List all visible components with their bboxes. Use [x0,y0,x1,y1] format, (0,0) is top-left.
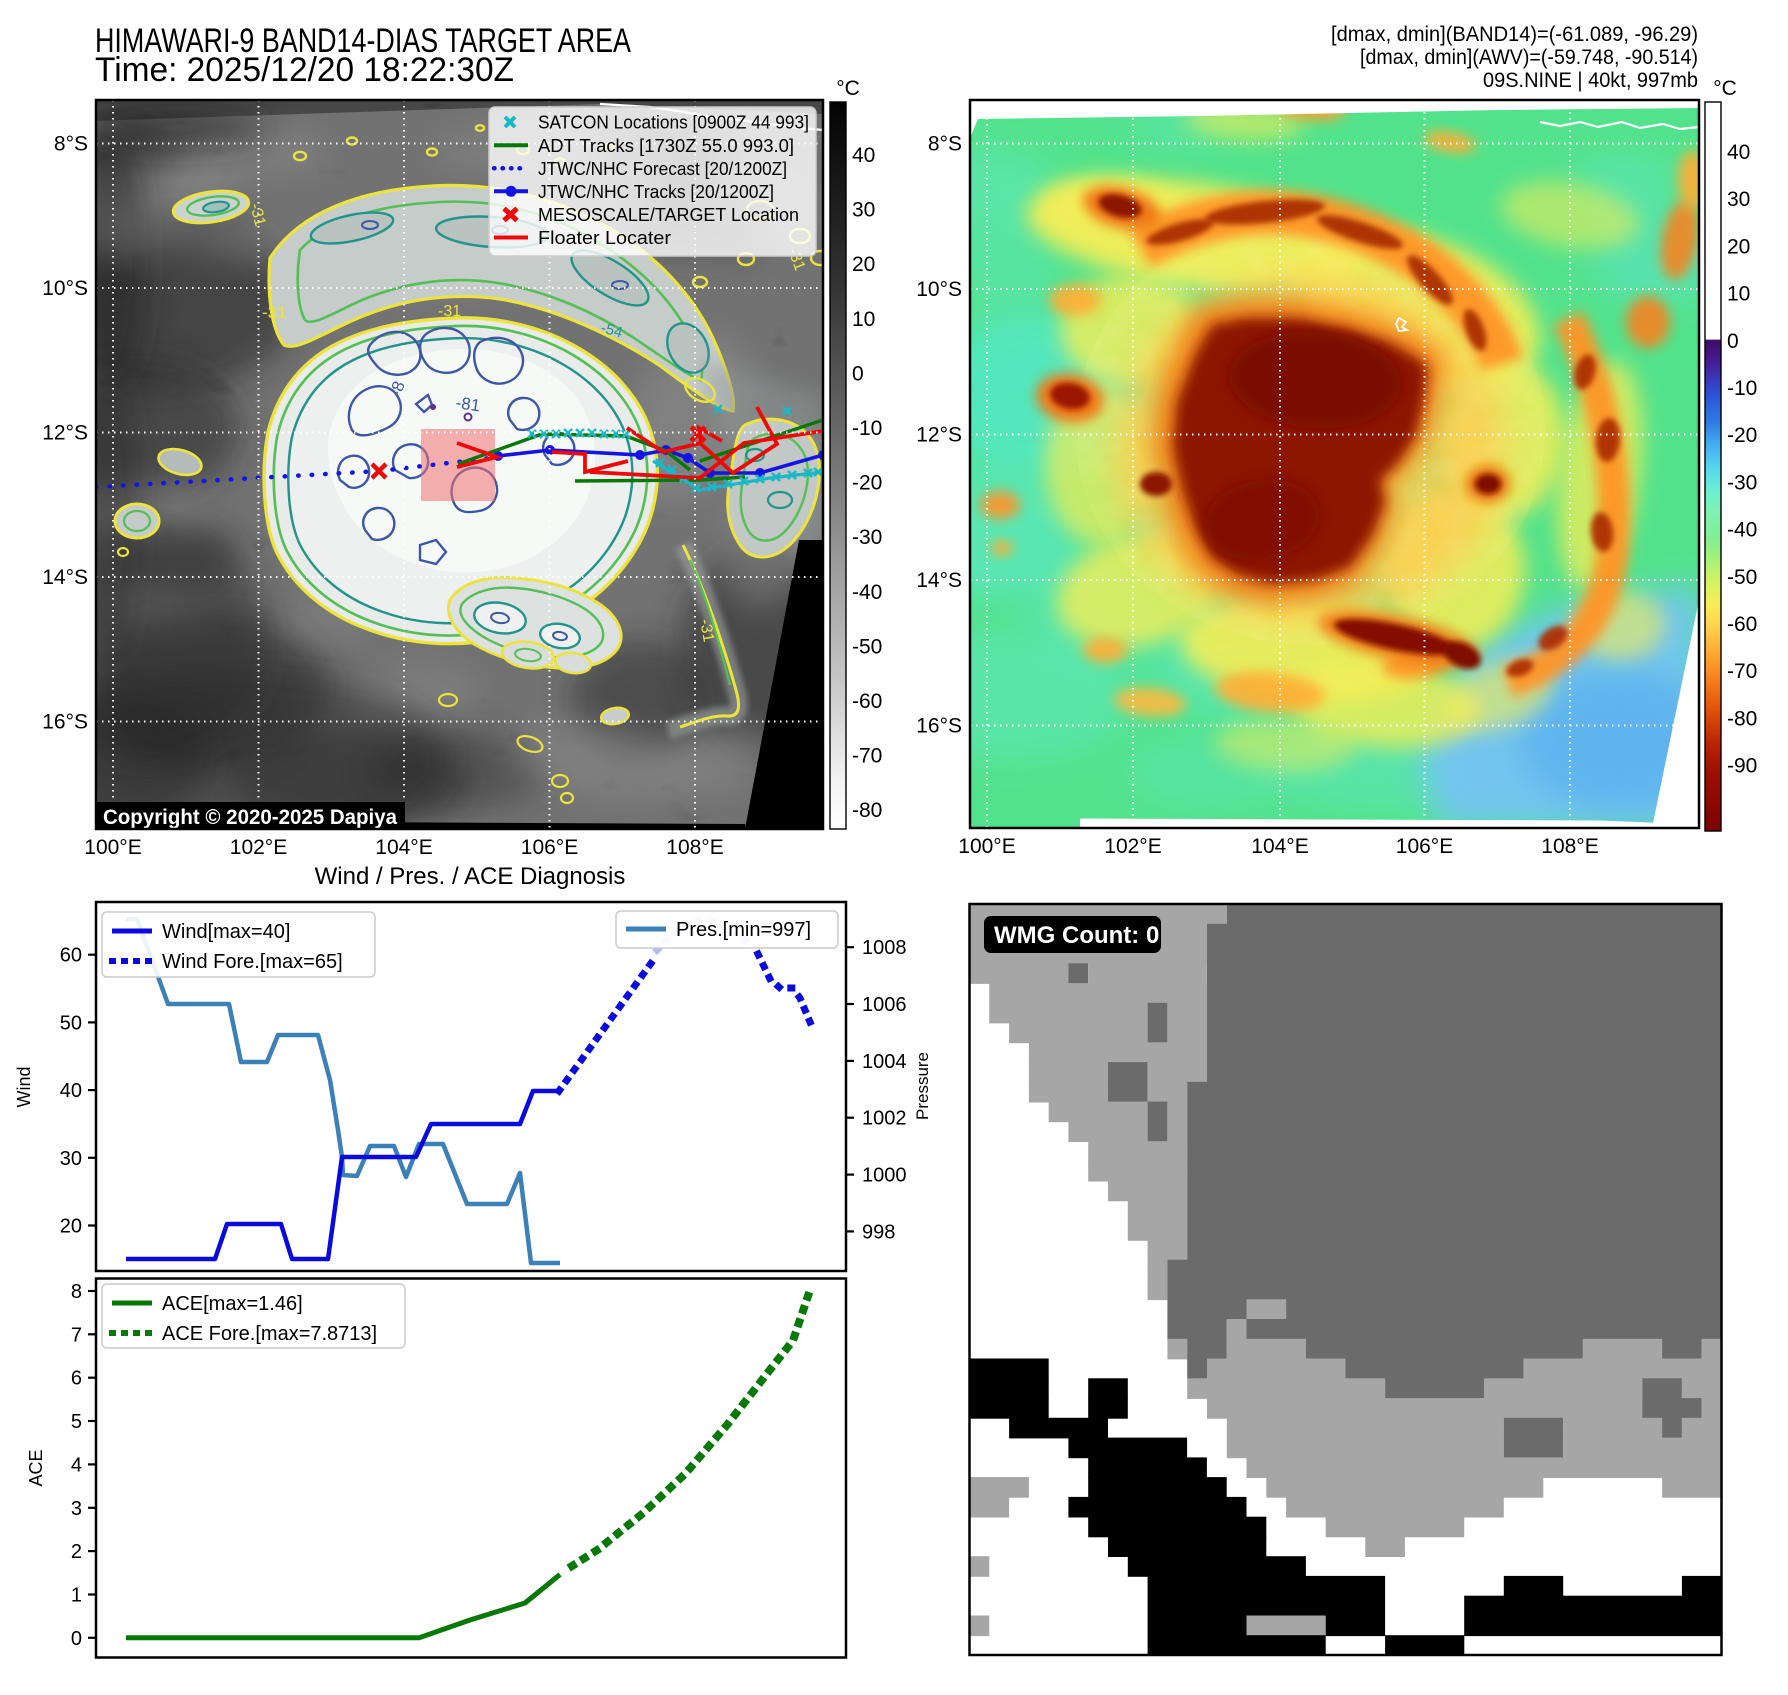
svg-text:ADT Tracks [1730Z 55.0 993.0]: ADT Tracks [1730Z 55.0 993.0] [538,136,794,156]
svg-text:30: 30 [60,1148,82,1170]
svg-text:30: 30 [852,199,875,222]
svg-text:Wind / Pres. / ACE Diagnosis: Wind / Pres. / ACE Diagnosis [315,863,626,890]
svg-text:1006: 1006 [862,994,907,1016]
svg-text:-90: -90 [1727,755,1757,778]
svg-text:102°E: 102°E [230,836,287,859]
svg-text:20: 20 [60,1216,82,1238]
svg-text:Wind[max=40]: Wind[max=40] [162,921,290,943]
svg-text:0: 0 [71,1628,82,1650]
svg-text:09S.NINE | 40kt, 997mb: 09S.NINE | 40kt, 997mb [1483,69,1698,92]
svg-text:8°S: 8°S [54,133,88,156]
svg-text:-31: -31 [262,303,287,322]
svg-text:°C: °C [1713,77,1737,100]
svg-text:1008: 1008 [862,937,907,959]
svg-text:40: 40 [1727,141,1750,164]
svg-text:50: 50 [60,1012,82,1034]
svg-text:1004: 1004 [862,1051,907,1073]
svg-text:30: 30 [1727,188,1750,211]
svg-text:-70: -70 [852,745,882,768]
svg-text:-60: -60 [852,690,882,713]
svg-text:108°E: 108°E [1541,835,1598,858]
svg-text:ACE[max=1.46]: ACE[max=1.46] [162,1293,303,1315]
svg-text:1: 1 [71,1585,82,1607]
svg-text:108°E: 108°E [666,836,723,859]
svg-text:-50: -50 [1727,566,1757,589]
svg-text:104°E: 104°E [1251,835,1308,858]
svg-text:100°E: 100°E [958,835,1015,858]
svg-text:-10: -10 [1727,377,1757,400]
svg-text:-20: -20 [852,472,882,495]
svg-text:-70: -70 [1727,660,1757,683]
svg-text:100°E: 100°E [84,836,141,859]
svg-text:10°S: 10°S [916,278,962,301]
svg-text:3: 3 [71,1498,82,1520]
svg-text:10°S: 10°S [42,277,88,300]
svg-text:12°S: 12°S [916,424,962,447]
svg-text:2: 2 [71,1541,82,1563]
svg-text:-31: -31 [696,618,717,644]
svg-text:ACE Fore.[max=7.8713]: ACE Fore.[max=7.8713] [162,1323,377,1345]
svg-text:1002: 1002 [862,1108,907,1130]
svg-text:MESOSCALE/TARGET Location: MESOSCALE/TARGET Location [538,205,799,225]
svg-text:Wind: Wind [14,1066,34,1107]
svg-text:-31: -31 [438,303,461,320]
svg-text:-80: -80 [1727,707,1757,730]
svg-text:-10: -10 [852,417,882,440]
svg-text:14°S: 14°S [916,569,962,592]
svg-text:5: 5 [71,1411,82,1433]
svg-text:-30: -30 [1727,471,1757,494]
svg-text:-50: -50 [852,635,882,658]
svg-text:16°S: 16°S [42,711,88,734]
svg-text:20: 20 [1727,235,1750,258]
svg-text:ACE: ACE [26,1449,46,1486]
svg-text:106°E: 106°E [1396,835,1453,858]
svg-text:106°E: 106°E [521,836,578,859]
svg-text:JTWC/NHC Tracks [20/1200Z]: JTWC/NHC Tracks [20/1200Z] [538,182,774,202]
svg-text:60: 60 [60,945,82,967]
svg-text:[dmax, dmin](AWV)=(-59.748, -9: [dmax, dmin](AWV)=(-59.748, -90.514) [1360,46,1698,69]
svg-text:-31: -31 [246,202,268,229]
svg-text:Pressure: Pressure [913,1052,932,1120]
svg-text:6: 6 [71,1368,82,1390]
svg-text:4: 4 [71,1454,82,1476]
svg-text:998: 998 [862,1221,895,1243]
svg-text:Time: 2025/12/20 18:22:30Z: Time: 2025/12/20 18:22:30Z [95,51,514,89]
svg-text:-40: -40 [852,581,882,604]
svg-text:8: 8 [71,1281,82,1303]
svg-text:HIMAWARI-9 BAND14-DIAS TARGET: HIMAWARI-9 BAND14-DIAS TARGET AREA [95,22,631,60]
svg-text:104°E: 104°E [375,836,432,859]
svg-text:-30: -30 [852,526,882,549]
svg-text:WMG Count: 0: WMG Count: 0 [994,922,1159,949]
svg-text:40: 40 [852,144,875,167]
svg-text:SATCON Locations [0900Z 44 993: SATCON Locations [0900Z 44 993] [538,113,809,133]
svg-text:14°S: 14°S [42,566,88,589]
svg-text:10: 10 [1727,283,1750,306]
svg-text:-54: -54 [599,319,624,341]
svg-text:7: 7 [71,1324,82,1346]
svg-text:40: 40 [60,1080,82,1102]
svg-text:8°S: 8°S [928,133,962,156]
svg-text:JTWC/NHC Forecast [20/1200Z]: JTWC/NHC Forecast [20/1200Z] [538,159,787,179]
svg-text:-81: -81 [454,393,481,415]
svg-text:0: 0 [1727,330,1739,353]
svg-text:0: 0 [852,362,864,385]
svg-text:20: 20 [852,253,875,276]
svg-text:-20: -20 [1727,424,1757,447]
svg-text:-80: -80 [852,799,882,822]
svg-text:Wind Fore.[max=65]: Wind Fore.[max=65] [162,951,343,973]
svg-text:1000: 1000 [862,1165,907,1187]
svg-text:-60: -60 [1727,613,1757,636]
svg-text:102°E: 102°E [1104,835,1161,858]
svg-text:[dmax, dmin](BAND14)=(-61.089,: [dmax, dmin](BAND14)=(-61.089, -96.29) [1331,23,1698,46]
svg-text:Copyright © 2020-2025 Dapiya: Copyright © 2020-2025 Dapiya [103,805,398,829]
svg-text:-40: -40 [1727,519,1757,542]
svg-text:Floater Locater: Floater Locater [538,228,671,248]
svg-text:12°S: 12°S [42,422,88,445]
svg-text:16°S: 16°S [916,715,962,738]
svg-text:Pres.[min=997]: Pres.[min=997] [676,919,811,941]
svg-text:°C: °C [836,77,860,100]
svg-text:10: 10 [852,308,875,331]
